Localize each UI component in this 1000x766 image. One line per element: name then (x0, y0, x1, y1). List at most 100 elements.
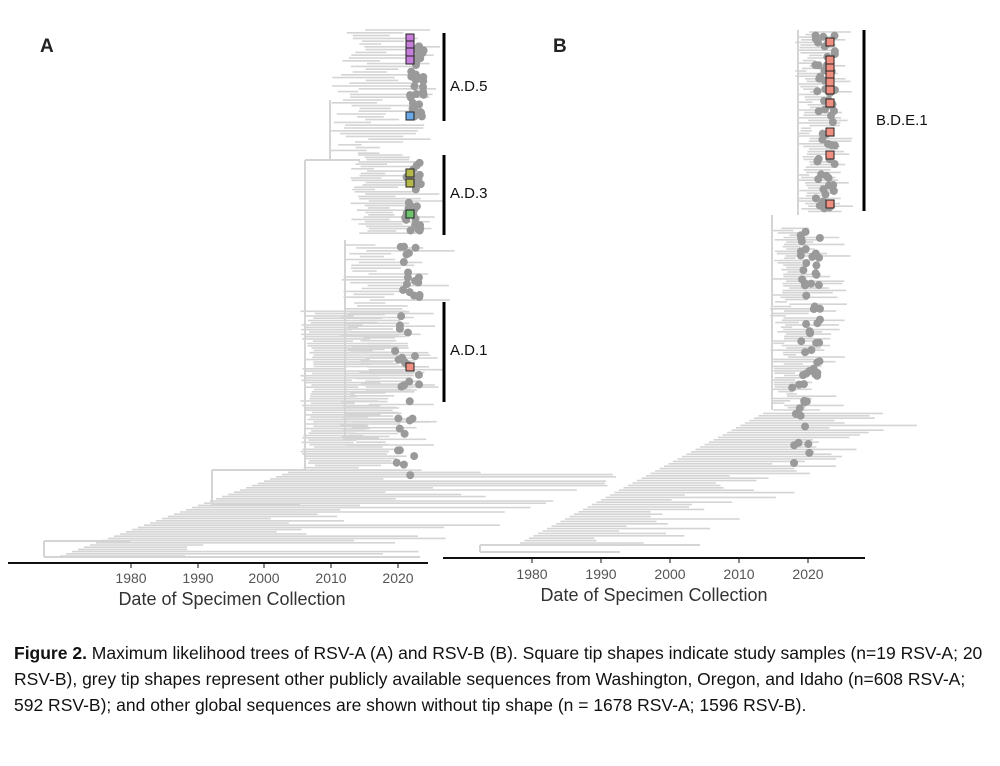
tip-point (411, 243, 420, 252)
tick-label-1980: 1980 (516, 566, 547, 582)
tip-point (801, 422, 810, 431)
tip-point (408, 414, 417, 423)
study-sample-square (405, 209, 415, 219)
tip-point (807, 346, 816, 355)
tip-point (406, 91, 415, 100)
study-sample-square (405, 178, 415, 188)
tip-point (828, 118, 837, 127)
phylogenetic-tree-figure: A 1980 1990 2000 2010 2020 Date of Speci… (8, 29, 928, 609)
tip-point (412, 202, 421, 211)
panel-b-ticks: 1980 1990 2000 2010 2020 (516, 558, 824, 582)
panel-a-axis-title: Date of Specimen Collection (118, 589, 345, 609)
tip-point (394, 414, 403, 423)
panel-a-letter: A (40, 36, 54, 57)
tip-point (399, 258, 408, 267)
tip-point (410, 291, 419, 300)
tip-point (396, 242, 405, 251)
tip-point (802, 320, 811, 329)
tip-point (807, 279, 816, 288)
study-sample-square (405, 47, 415, 57)
tip-point (797, 237, 806, 246)
clade-label-ad3: A.D.3 (450, 185, 488, 202)
tip-point (405, 377, 414, 386)
tick-label-2020: 2020 (792, 566, 823, 582)
tip-point (819, 32, 828, 41)
tip-point (815, 74, 824, 83)
tick-label-1990: 1990 (585, 566, 616, 582)
panel-b-rsv-b-tree: B 1980 1990 2000 2010 2020 Date of Speci… (443, 30, 928, 605)
tip-point (399, 460, 408, 469)
panel-b-letter: B (553, 36, 567, 57)
tip-point (405, 397, 414, 406)
tick-label-2000: 2000 (654, 566, 685, 582)
tip-point (411, 276, 420, 285)
tip-point (417, 109, 426, 118)
study-sample-square (825, 37, 835, 47)
study-sample-square (405, 55, 415, 65)
tip-point (811, 31, 820, 40)
study-sample-square (825, 98, 835, 108)
tip-point (398, 353, 407, 362)
tip-point (805, 448, 814, 457)
tip-point (412, 161, 421, 170)
tip-point (410, 452, 419, 461)
tip-point (410, 82, 419, 91)
tip-point (788, 383, 797, 392)
tip-point (814, 61, 823, 70)
tip-point (815, 357, 824, 366)
tip-point (812, 261, 821, 270)
tip-point (391, 346, 400, 355)
tip-point (415, 380, 424, 389)
tip-point (399, 285, 408, 294)
tip-point (813, 371, 822, 380)
tree-a-branches (43, 29, 617, 558)
tick-label-2010: 2010 (723, 566, 754, 582)
tip-point (815, 233, 824, 242)
tip-point (395, 446, 404, 455)
tip-point (802, 291, 811, 300)
tip-point (414, 370, 423, 379)
tip-point (809, 364, 818, 373)
study-sample-square (825, 127, 835, 137)
tip-point (397, 312, 406, 321)
tip-point (821, 190, 830, 199)
tip-point (804, 440, 813, 449)
tip-point (802, 369, 811, 378)
tip-point (411, 352, 420, 361)
clade-label-ad5: A.D.5 (450, 78, 488, 95)
tip-point (802, 259, 811, 268)
tip-point (416, 221, 425, 230)
study-sample-square (405, 111, 415, 121)
tip-point (392, 458, 401, 467)
tip-point (404, 249, 413, 258)
tip-point (403, 273, 412, 282)
tip-point (812, 270, 821, 279)
clade-label-bde1: B.D.E.1 (876, 112, 928, 129)
tip-point (419, 77, 428, 86)
study-sample-square (825, 150, 835, 160)
tip-point (811, 194, 820, 203)
tip-point (814, 281, 823, 290)
tip-point (796, 247, 805, 256)
tip-point (810, 302, 819, 311)
tip-point (801, 348, 810, 357)
tip-point (829, 186, 838, 195)
tip-point (830, 159, 839, 168)
clade-label-ad1: A.D.1 (450, 342, 488, 359)
tip-point (411, 75, 420, 84)
tick-label-1990: 1990 (182, 570, 213, 586)
tip-point (402, 280, 411, 289)
study-sample-square (405, 168, 415, 178)
tip-point (824, 140, 833, 149)
study-sample-square (405, 362, 415, 372)
tick-label-2020: 2020 (382, 570, 413, 586)
panel-a-rsv-a-tree: A 1980 1990 2000 2010 2020 Date of Speci… (8, 29, 617, 609)
tip-point (815, 338, 824, 347)
tip-point (395, 321, 404, 330)
tip-point (830, 141, 839, 150)
tip-point (406, 226, 415, 235)
clade-bars-a: A.D.5 A.D.3 A.D.1 (442, 33, 488, 402)
panel-b-axis-title: Date of Specimen Collection (540, 585, 767, 605)
tip-point (408, 104, 417, 113)
tip-point (795, 404, 804, 413)
